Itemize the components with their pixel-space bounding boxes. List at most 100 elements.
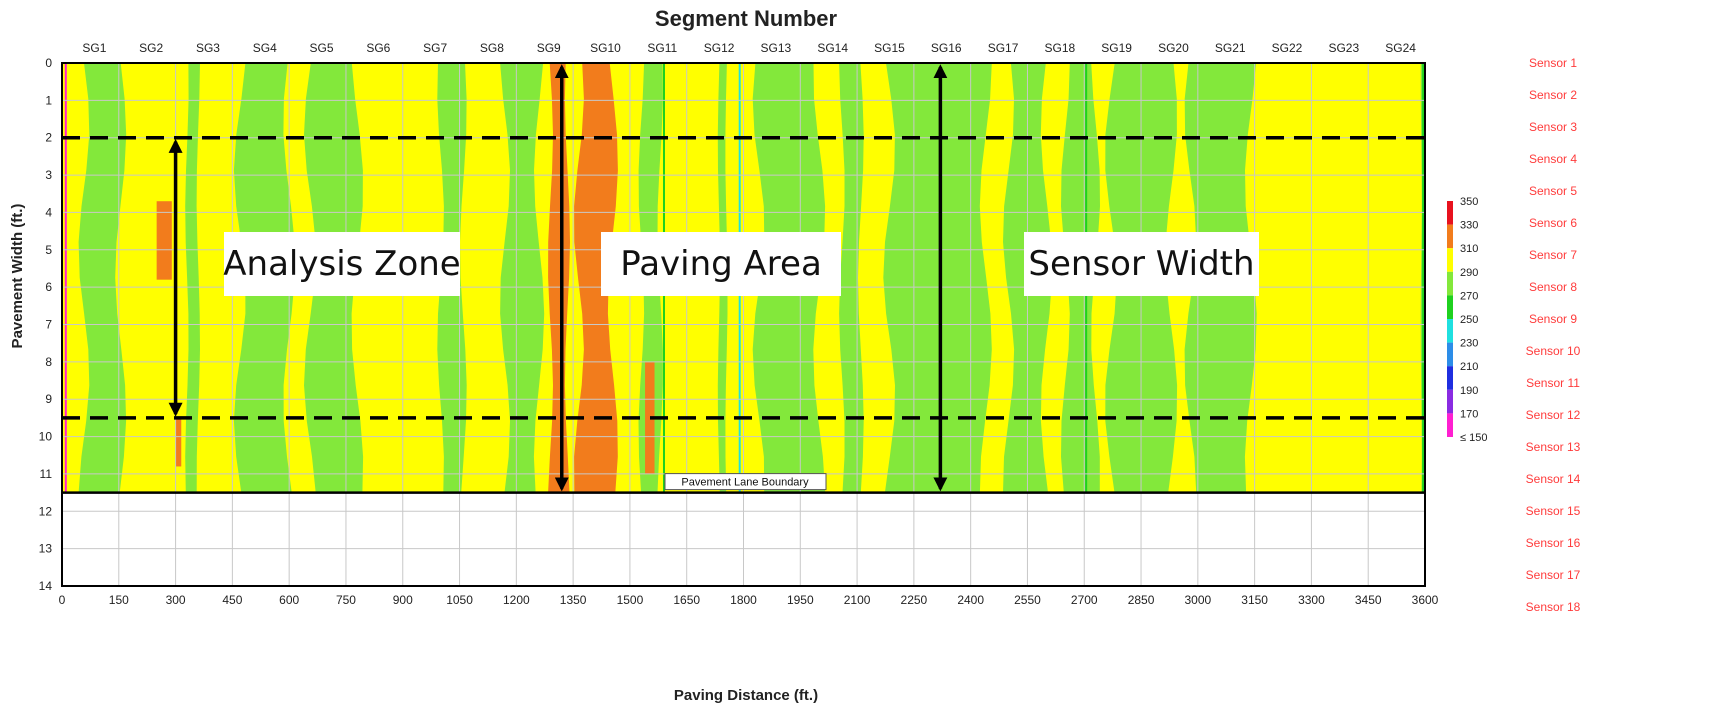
- sensor-streak: [64, 63, 67, 493]
- sensor-label: Sensor 5: [1529, 184, 1577, 198]
- segment-label: SG7: [423, 41, 447, 55]
- segment-label: SG22: [1272, 41, 1303, 55]
- segment-label: SG10: [590, 41, 621, 55]
- segment-label: SG6: [366, 41, 390, 55]
- colorbar-swatch: [1447, 295, 1453, 319]
- sensor-label: Sensor 13: [1526, 440, 1581, 454]
- callout-box: [224, 232, 460, 296]
- x-tick-label: 2400: [957, 593, 984, 607]
- colorbar-tick-label: ≤ 150: [1460, 432, 1487, 444]
- sensor-label: Sensor 12: [1526, 408, 1581, 422]
- chart-title: Segment Number: [655, 6, 838, 31]
- segment-label: SG14: [817, 41, 848, 55]
- sensor-label: Sensor 16: [1526, 536, 1581, 550]
- x-tick-label: 300: [166, 593, 186, 607]
- temperature-spot: [645, 361, 655, 474]
- y-tick-label: 0: [45, 56, 52, 70]
- sensor-label: Sensor 4: [1529, 152, 1577, 166]
- temperature-band: [78, 63, 127, 493]
- segment-label: SG12: [704, 41, 735, 55]
- colorbar-swatch: [1447, 366, 1453, 390]
- segment-label: SG20: [1158, 41, 1189, 55]
- colorbar-tick-label: 310: [1460, 243, 1478, 255]
- colorbar-tick-label: 330: [1460, 220, 1478, 232]
- colorbar-swatch: [1447, 319, 1453, 343]
- segment-label: SG8: [480, 41, 504, 55]
- colorbar-tick-label: 170: [1460, 408, 1478, 420]
- colorbar-tick-label: 290: [1460, 267, 1478, 279]
- x-tick-label: 2550: [1014, 593, 1041, 607]
- sensor-label: Sensor 10: [1526, 344, 1581, 358]
- x-tick-label: 2700: [1071, 593, 1098, 607]
- segment-label: SG9: [537, 41, 561, 55]
- colorbar-swatch: [1447, 224, 1453, 249]
- x-axis-title: Paving Distance (ft.): [674, 687, 818, 704]
- x-tick-label: 2100: [844, 593, 871, 607]
- sensor-label: Sensor 7: [1529, 248, 1577, 262]
- boundary-label: Pavement Lane Boundary: [681, 477, 809, 489]
- y-tick-label: 8: [45, 355, 52, 369]
- colorbar-tick-label: 230: [1460, 338, 1478, 350]
- segment-label: SG18: [1045, 41, 1076, 55]
- x-tick-label: 0: [59, 593, 66, 607]
- segment-label: SG4: [253, 41, 277, 55]
- colorbar-swatch: [1447, 413, 1453, 437]
- y-tick-label: 14: [39, 579, 53, 593]
- segment-label: SG16: [931, 41, 962, 55]
- temperature-spot: [175, 417, 182, 467]
- x-tick-label: 750: [336, 593, 356, 607]
- temperature-band: [574, 63, 618, 493]
- x-tick-label: 1200: [503, 593, 530, 607]
- sensor-label: Sensor 17: [1526, 568, 1581, 582]
- colorbar-tick-label: 250: [1460, 314, 1478, 326]
- x-tick-label: 1350: [560, 593, 587, 607]
- x-tick-label: 2850: [1128, 593, 1155, 607]
- segment-label: SG2: [139, 41, 163, 55]
- callout-box: [601, 232, 841, 296]
- x-tick-label: 1050: [446, 593, 473, 607]
- colorbar-swatch: [1447, 248, 1453, 272]
- x-tick-label: 1950: [787, 593, 814, 607]
- y-tick-label: 9: [45, 392, 52, 406]
- colorbar-tick-label: 190: [1460, 385, 1478, 397]
- callout-box: [1024, 232, 1259, 296]
- y-tick-label: 13: [39, 542, 53, 556]
- sensor-label: Sensor 14: [1526, 472, 1581, 486]
- callout-label: Paving Area: [620, 244, 822, 284]
- callout-label: Sensor Width: [1028, 244, 1254, 284]
- segment-label: SG24: [1385, 41, 1416, 55]
- x-tick-label: 1800: [730, 593, 757, 607]
- x-tick-label: 3600: [1412, 593, 1439, 607]
- segment-label: SG19: [1101, 41, 1132, 55]
- y-tick-label: 3: [45, 168, 52, 182]
- x-tick-label: 3450: [1355, 593, 1382, 607]
- y-tick-label: 6: [45, 280, 52, 294]
- boundary-label-box: [664, 473, 827, 491]
- plot-area: [61, 62, 1426, 587]
- y-tick-label: 12: [39, 504, 53, 518]
- segment-label: SG17: [988, 41, 1019, 55]
- sensor-labels: Sensor 1 Sensor 2 Sensor 3 Sensor 4 Sensor 5…: [1526, 56, 1581, 614]
- temperature-spot: [156, 201, 172, 280]
- segment-label: SG15: [874, 41, 905, 55]
- y-tick-label: 4: [45, 205, 52, 219]
- y-tick-label: 2: [45, 131, 52, 145]
- colorbar-tick-label: 350: [1460, 196, 1478, 208]
- sensor-label: Sensor 2: [1529, 88, 1577, 102]
- x-tick-label: 450: [222, 593, 242, 607]
- temperature-band: [500, 63, 545, 493]
- y-tick-label: 1: [45, 93, 52, 107]
- y-tick-label: 5: [45, 243, 52, 257]
- sensor-label: Sensor 18: [1526, 600, 1581, 614]
- segment-label: SG5: [310, 41, 334, 55]
- sensor-label: Sensor 9: [1529, 312, 1577, 326]
- x-tick-label: 1650: [673, 593, 700, 607]
- axes: 0 150 300 450 600 750 900 1050 1200 1350 1500 1650 1…: [39, 41, 1439, 607]
- segment-label: SG3: [196, 41, 220, 55]
- sensor-label: Sensor 15: [1526, 504, 1581, 518]
- segment-label: SG1: [82, 41, 106, 55]
- segment-label: SG11: [647, 41, 677, 55]
- sensor-label: Sensor 8: [1529, 280, 1577, 294]
- segment-label: SG13: [761, 41, 792, 55]
- colorbar-swatch: [1447, 342, 1453, 367]
